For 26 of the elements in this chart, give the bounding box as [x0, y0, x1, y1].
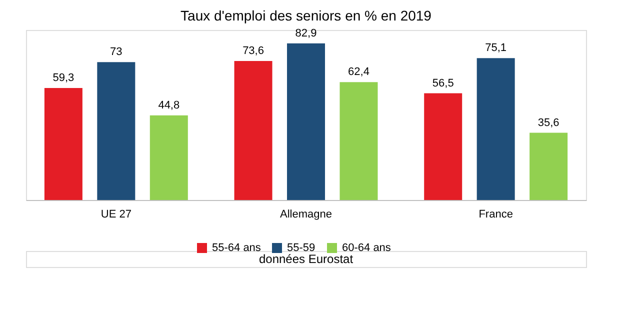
data-label: 59,3 [52, 72, 74, 84]
data-label: 56,5 [432, 77, 454, 90]
bar [340, 82, 378, 200]
x-tick-label: UE 27 [100, 208, 132, 220]
x-tick-label: France [478, 208, 513, 220]
bar [476, 58, 515, 200]
bar [234, 60, 272, 200]
bar [44, 88, 82, 200]
text: données Eurostat [258, 252, 354, 266]
data-label: 44,8 [158, 99, 180, 112]
legend-label: 55-59 [287, 242, 316, 254]
data-label: 73 [110, 46, 122, 58]
bar [150, 115, 188, 200]
data-label: 35,6 [538, 116, 560, 129]
x-tick-label: Allemagne [280, 208, 332, 220]
legend-label: 55-64 ans [212, 242, 262, 254]
legend-label: 60-64 ans [342, 242, 392, 254]
data-label: 73,6 [242, 44, 264, 57]
data-label: 82,9 [295, 27, 317, 40]
bar [287, 43, 325, 200]
bar [97, 62, 136, 200]
data-label: 62,4 [348, 66, 370, 78]
bar [424, 93, 462, 200]
bar [530, 132, 568, 200]
chart-title: Taux d'emploi des seniors en % en 2019 [180, 7, 432, 24]
data-label: 75,1 [485, 42, 507, 54]
